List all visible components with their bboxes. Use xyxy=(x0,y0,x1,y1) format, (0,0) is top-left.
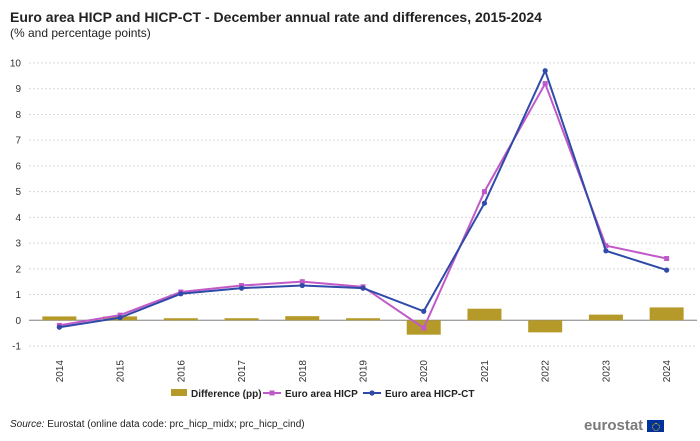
legend-label: Euro area HICP xyxy=(285,389,358,400)
chart-subtitle: (% and percentage points) xyxy=(10,26,151,40)
hicp-ct-point xyxy=(238,285,245,291)
hicp-ct-point xyxy=(481,200,488,206)
source-label: Source: xyxy=(10,419,45,430)
legend-swatch-hicp-ct-marker xyxy=(369,390,375,396)
x-tick-label: 2022 xyxy=(541,360,552,383)
hicp-point xyxy=(664,256,670,262)
eurostat-logo[interactable]: eurostat xyxy=(584,417,665,434)
x-tick-label: 2016 xyxy=(176,360,187,383)
hicp-line xyxy=(59,81,667,330)
difference-bar xyxy=(42,316,77,321)
hicp-ct-point xyxy=(56,324,62,330)
legend-swatch-difference xyxy=(171,389,187,396)
chart-title: Euro area HICP and HICP-CT - December an… xyxy=(10,9,542,25)
eurostat-logo-text: eurostat xyxy=(584,417,644,434)
difference-bar xyxy=(528,320,563,333)
difference-bar xyxy=(163,318,198,321)
y-tick-label: 6 xyxy=(15,161,21,172)
hicp-ct-point xyxy=(360,285,366,291)
y-tick-label: 9 xyxy=(15,84,21,95)
legend-label: Difference (pp) xyxy=(191,389,262,400)
hicp-ct-point xyxy=(178,291,184,297)
hicp-point xyxy=(603,243,609,249)
x-tick-label: 2019 xyxy=(359,360,370,383)
difference-bar xyxy=(285,316,320,321)
x-tick-label: 2024 xyxy=(662,360,673,383)
hicp-point xyxy=(542,81,548,87)
y-tick-label: 1 xyxy=(15,290,21,301)
y-tick-label: 7 xyxy=(15,136,21,147)
source-text: Eurostat (online data code: prc_hicp_mid… xyxy=(44,419,305,430)
difference-bar xyxy=(467,308,502,321)
hicp-point xyxy=(481,189,487,195)
difference-bar xyxy=(345,318,381,321)
x-tick-label: 2014 xyxy=(55,360,66,383)
eu-flag-icon xyxy=(647,419,665,432)
difference-bar xyxy=(224,318,259,321)
legend-swatch-hicp-marker xyxy=(269,390,275,396)
hicp-ct-point xyxy=(664,267,670,273)
difference-bar xyxy=(649,307,684,321)
x-tick-label: 2015 xyxy=(116,360,127,383)
hicp-ct-point xyxy=(117,315,123,321)
hicp-point xyxy=(299,279,305,285)
x-tick-label: 2023 xyxy=(601,360,612,383)
x-tick-label: 2018 xyxy=(298,360,309,383)
y-tick-label: 8 xyxy=(15,110,21,121)
hicp-ct-point xyxy=(542,68,548,74)
x-tick-label: 2017 xyxy=(237,360,248,383)
hicp-ct-point xyxy=(603,248,609,254)
source-note: Source: Eurostat (online data code: prc_… xyxy=(10,419,305,430)
y-tick-label: 3 xyxy=(15,239,21,250)
y-tick-label: 2 xyxy=(15,264,21,275)
difference-bar xyxy=(588,314,623,321)
x-tick-label: 2020 xyxy=(419,360,430,383)
y-tick-label: 0 xyxy=(15,316,21,327)
legend-label: Euro area HICP-CT xyxy=(385,389,474,400)
hicp-point xyxy=(421,325,427,331)
y-tick-label: -1 xyxy=(12,342,21,353)
y-tick-label: 5 xyxy=(15,187,21,198)
x-tick-label: 2021 xyxy=(480,360,491,383)
y-tick-label: 10 xyxy=(10,59,22,70)
hicp-ct-point xyxy=(299,282,305,289)
hicp-ct-point xyxy=(421,308,427,314)
y-tick-label: 4 xyxy=(15,213,21,224)
